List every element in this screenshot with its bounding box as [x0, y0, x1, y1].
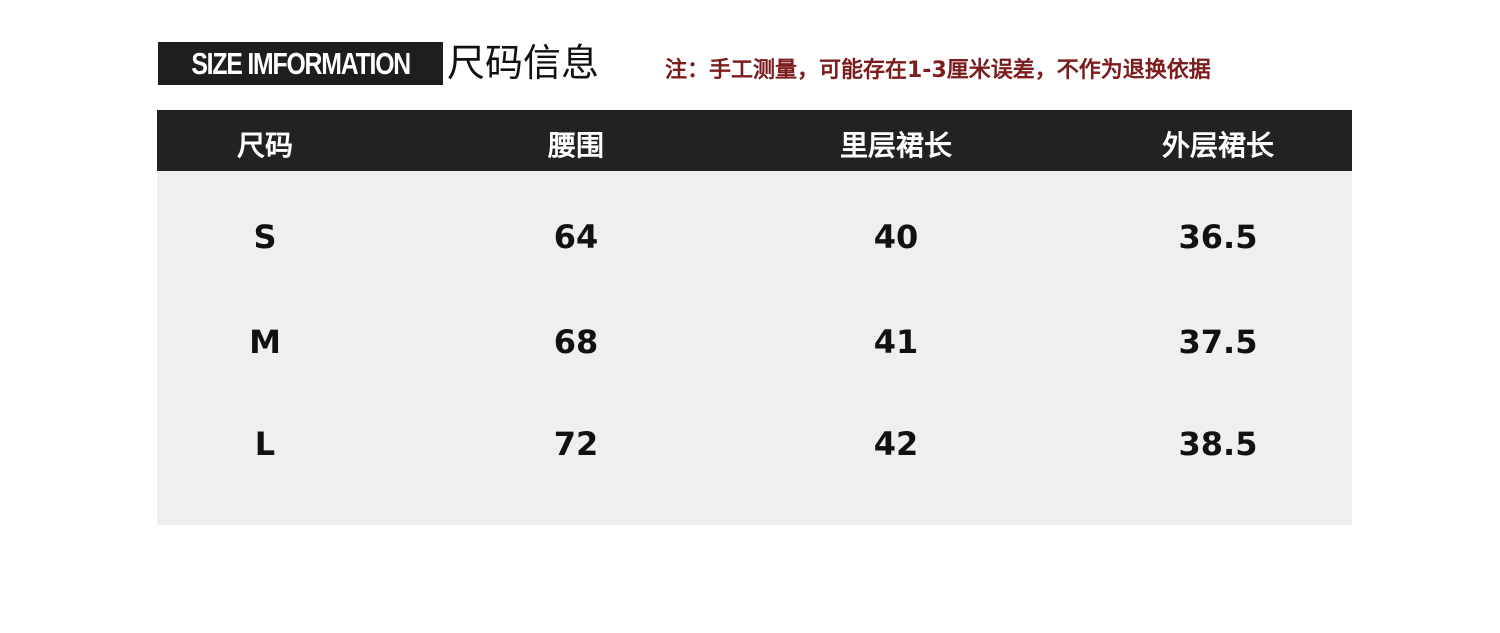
- cell-waist: 68: [553, 323, 599, 361]
- table-header: [157, 110, 1352, 171]
- column-header-outer-length: 外层裙长: [1161, 129, 1275, 162]
- cell-outer-length: 36.5: [1178, 218, 1258, 256]
- cell-size: M: [249, 323, 281, 361]
- size-table: 尺码 腰围 里层裙长 外层裙长 S 64 40 36.5 M 68 41 37.…: [157, 110, 1352, 525]
- size-information-text: SIZE IMFORMATION: [191, 46, 411, 81]
- column-header-size: 尺码: [236, 129, 294, 162]
- cell-waist: 64: [553, 218, 599, 256]
- cell-inner-length: 40: [873, 218, 919, 256]
- cell-waist: 72: [553, 425, 599, 463]
- cell-outer-length: 38.5: [1178, 425, 1258, 463]
- cell-outer-length: 37.5: [1178, 323, 1258, 361]
- column-header-inner-length: 里层裙长: [839, 129, 953, 162]
- column-header-waist: 腰围: [547, 129, 605, 162]
- cell-inner-length: 41: [873, 323, 919, 361]
- cell-size: S: [253, 218, 277, 256]
- page-title: 尺码信息: [447, 41, 600, 85]
- cell-size: L: [254, 425, 276, 463]
- cell-inner-length: 42: [873, 425, 919, 463]
- measurement-note: 注：手工测量，可能存在1-3厘米误差，不作为退换依据: [665, 58, 1211, 83]
- size-information-label: SIZE IMFORMATION: [158, 42, 443, 85]
